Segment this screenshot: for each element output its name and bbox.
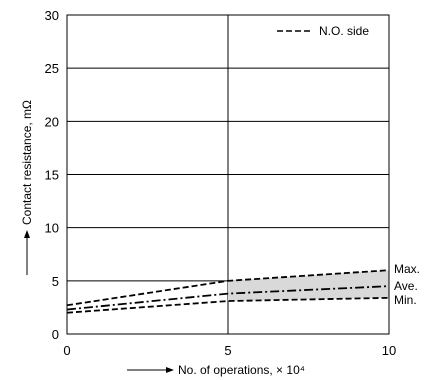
- series-end-labels: Max. Ave.Min.: [394, 262, 420, 307]
- series-ave-line: [66, 285, 390, 311]
- x-tick-label: 10: [382, 343, 396, 358]
- x-axis-title: No. of operations, × 10⁴: [127, 363, 305, 377]
- y-axis-arrowhead: [24, 230, 30, 238]
- series-label-ave: Ave.: [394, 279, 418, 293]
- plot-frame: [66, 14, 390, 335]
- legend-label: N.O. side: [319, 24, 369, 38]
- series-label-min: Min.: [394, 293, 417, 307]
- x-tick-labels: 0 5 10: [63, 343, 396, 358]
- x-axis-arrowhead: [166, 367, 174, 373]
- legend: N.O. side: [277, 24, 369, 38]
- series-lines: [66, 269, 390, 314]
- x-tick-label: 0: [63, 343, 70, 358]
- y-tick-label: 15: [45, 168, 59, 183]
- series-max-line: [66, 269, 390, 307]
- y-axis-label: Contact resistance, mΩ: [20, 100, 34, 225]
- y-tick-label: 10: [45, 221, 59, 236]
- y-tick-label: 25: [45, 61, 59, 76]
- y-tick-label: 30: [45, 8, 59, 23]
- y-tick-label: 20: [45, 114, 59, 129]
- y-tick-labels: 0 5 10 15 20 25 30: [45, 8, 59, 342]
- x-axis-label: No. of operations, × 10⁴: [178, 363, 305, 377]
- y-axis-title: Contact resistance, mΩ: [20, 100, 34, 275]
- min-max-band: [228, 270, 389, 302]
- y-tick-label: 0: [52, 327, 59, 342]
- x-tick-label: 5: [224, 343, 231, 358]
- y-tick-label: 5: [52, 274, 59, 289]
- series-label-max: Max.: [394, 262, 420, 276]
